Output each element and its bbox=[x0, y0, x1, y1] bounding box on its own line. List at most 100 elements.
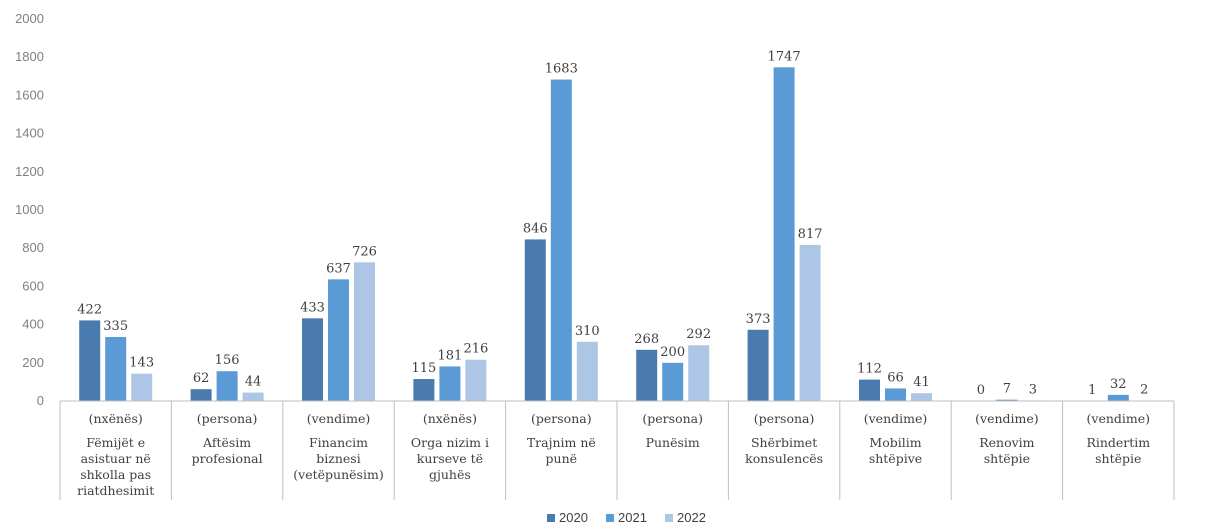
data-label: 1747 bbox=[768, 49, 801, 64]
category-label: Mobilim bbox=[869, 435, 921, 450]
category-unit-label: (persona) bbox=[754, 411, 815, 426]
y-tick-label: 0 bbox=[37, 393, 44, 408]
legend-swatch bbox=[547, 514, 555, 522]
bars: 422 62 433 115 846 268 373 112 0 1 335 156 637 181 168… bbox=[77, 49, 1155, 401]
bar-2020 bbox=[413, 379, 435, 401]
y-tick-label: 1200 bbox=[15, 164, 44, 179]
category-unit-label: (vendime) bbox=[1087, 411, 1151, 426]
bar-2022 bbox=[242, 392, 264, 401]
data-label: 44 bbox=[245, 375, 262, 390]
category-label: Financim bbox=[309, 435, 368, 450]
bar-2021 bbox=[439, 366, 461, 401]
category-label: biznesi bbox=[316, 451, 360, 466]
data-label: 433 bbox=[300, 300, 325, 315]
y-tick-label: 1000 bbox=[15, 202, 44, 217]
category-label: Punësim bbox=[646, 435, 700, 450]
bar-2020 bbox=[859, 379, 880, 401]
y-axis: 0 200 400 600 800 1000 1200 1400 1600 1800 2000 bbox=[15, 11, 44, 408]
bar-2021 bbox=[105, 337, 127, 401]
data-label: 1683 bbox=[545, 62, 578, 77]
data-label: 156 bbox=[215, 353, 240, 368]
category-unit-label: (vendime) bbox=[307, 411, 371, 426]
bar-2022 bbox=[799, 244, 821, 401]
bar-2021 bbox=[885, 388, 906, 401]
y-tick-label: 1600 bbox=[15, 87, 44, 102]
data-label: 3 bbox=[1029, 382, 1037, 397]
bar-2021 bbox=[996, 399, 1018, 401]
category-label: Aftësim bbox=[202, 435, 251, 450]
data-label: 7 bbox=[1003, 382, 1011, 397]
category-unit-label: (vendime) bbox=[975, 411, 1039, 426]
category-unit-label: (persona) bbox=[531, 411, 592, 426]
bar-2022 bbox=[354, 262, 375, 401]
data-label: 143 bbox=[129, 356, 154, 371]
y-tick-label: 800 bbox=[22, 240, 44, 255]
bar-2021 bbox=[1107, 394, 1129, 401]
data-label: 0 bbox=[977, 383, 985, 398]
bar-2021 bbox=[550, 79, 572, 401]
bar-2022 bbox=[465, 359, 487, 401]
data-label: 62 bbox=[193, 371, 210, 386]
data-label: 335 bbox=[103, 319, 128, 334]
category-label: kurseve të bbox=[417, 451, 483, 466]
bar-2022 bbox=[688, 345, 710, 401]
bar-2022 bbox=[911, 393, 932, 401]
bar-2020 bbox=[190, 389, 212, 401]
category-label: shkolla pas bbox=[80, 467, 151, 482]
legend-swatch bbox=[606, 514, 614, 522]
category-label: Fëmijët e bbox=[86, 435, 145, 450]
y-tick-label: 2000 bbox=[15, 11, 44, 26]
data-label: 1 bbox=[1088, 383, 1096, 398]
category-label: shtëpive bbox=[869, 451, 922, 466]
data-label: 181 bbox=[437, 348, 462, 363]
category-label: asistuar në bbox=[81, 451, 151, 466]
bar-2020 bbox=[747, 329, 769, 401]
category-label: shtëpie bbox=[984, 451, 1030, 466]
bar-2021 bbox=[216, 371, 238, 401]
y-tick-label: 400 bbox=[22, 317, 44, 332]
bar-2021 bbox=[328, 279, 349, 401]
bar-2020 bbox=[79, 320, 101, 401]
category-unit-label: (nxënës) bbox=[89, 411, 143, 426]
y-tick-label: 600 bbox=[22, 278, 44, 293]
category-label: (vetëpunësim) bbox=[293, 467, 383, 482]
data-label: 32 bbox=[1110, 377, 1127, 392]
category-label: shtëpie bbox=[1095, 451, 1141, 466]
category-unit-label: (persona) bbox=[642, 411, 703, 426]
bar-2020 bbox=[302, 318, 323, 401]
legend-label: 2022 bbox=[677, 510, 706, 525]
data-label: 112 bbox=[857, 362, 882, 377]
category-label: gjuhës bbox=[429, 467, 471, 482]
category-label: Shërbimet bbox=[751, 435, 817, 450]
data-label: 115 bbox=[411, 361, 436, 376]
category-label: konsulencës bbox=[745, 451, 823, 466]
category-label: riatdhesimit bbox=[77, 483, 154, 498]
data-label: 422 bbox=[77, 302, 102, 317]
data-label: 292 bbox=[686, 327, 711, 342]
category-label: profesional bbox=[192, 451, 263, 466]
data-label: 726 bbox=[352, 244, 377, 259]
y-tick-label: 1800 bbox=[15, 49, 44, 64]
bar-2021 bbox=[773, 67, 795, 401]
category-label: Orga nizim i bbox=[411, 435, 489, 450]
data-label: 216 bbox=[463, 342, 488, 357]
bar-2020 bbox=[524, 239, 546, 401]
legend: 2020 2021 2022 bbox=[547, 510, 706, 525]
data-label: 200 bbox=[660, 345, 685, 360]
y-tick-label: 1400 bbox=[15, 126, 44, 141]
legend-label: 2020 bbox=[559, 510, 588, 525]
category-label: Rindertim bbox=[1086, 435, 1150, 450]
bar-2021 bbox=[662, 362, 684, 401]
y-tick-label: 200 bbox=[22, 355, 44, 370]
category-unit-label: (persona) bbox=[197, 411, 258, 426]
bar-2022 bbox=[576, 341, 598, 401]
data-label: 310 bbox=[575, 324, 600, 339]
data-label: 2 bbox=[1140, 383, 1148, 398]
data-label: 41 bbox=[913, 375, 930, 390]
category-unit-label: (nxënës) bbox=[423, 411, 477, 426]
category-label: Renovim bbox=[979, 435, 1034, 450]
legend-label: 2021 bbox=[618, 510, 647, 525]
category-label: punë bbox=[546, 451, 578, 466]
bar-2020 bbox=[636, 349, 658, 401]
